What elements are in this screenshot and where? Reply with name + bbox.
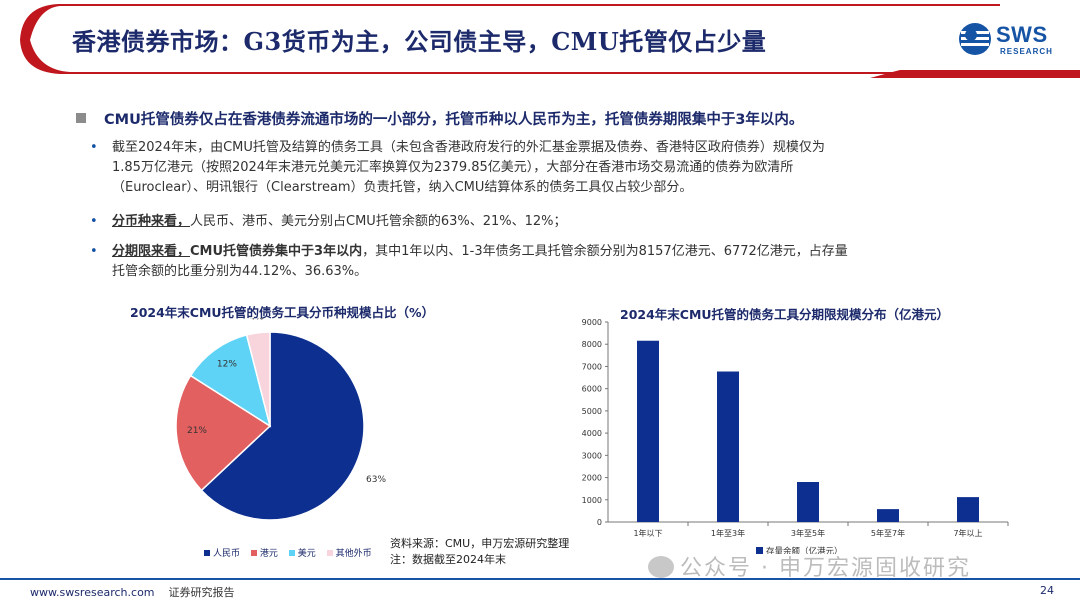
bullet-1-line-1: 截至2024年末，由CMU托管及结算的债务工具（未包含香港政府发行的外汇基金票据… <box>112 140 825 155</box>
bullet-item-1: • 截至2024年末，由CMU托管及结算的债务工具（未包含香港政府发行的外汇基金… <box>90 138 1032 198</box>
logo-subtext: RESEARCH <box>1000 47 1053 56</box>
dot-bullet-icon: • <box>90 214 98 229</box>
bullet-1-line-3: （Euroclear）、明讯银行（Clearstream）负责托管，纳入CMU结… <box>112 180 693 195</box>
bar-0 <box>637 340 659 522</box>
square-bullet-icon <box>76 113 86 123</box>
logo-text: SWS <box>996 22 1048 47</box>
footer-report-label: 证券研究报告 <box>168 586 235 599</box>
watermark: 公众号 · 申万宏源固收研究 <box>648 550 971 582</box>
pie-legend: 人民币 港元 美元 其他外币 <box>196 546 372 559</box>
x-tick-label-0: 1年以下 <box>633 528 662 538</box>
bullet-1-line-2: 1.85万亿港元（按照2024年末港元兑美元汇率换算仅为2379.85亿美元），… <box>112 160 794 175</box>
y-tick-label-9: 9000 <box>582 318 602 327</box>
legend-label-hkd: 港元 <box>259 549 278 559</box>
dot-bullet-icon: • <box>90 244 98 259</box>
x-tick-label-2: 3年至5年 <box>791 528 825 538</box>
pie-slice-3 <box>245 331 271 427</box>
pie-slice-1 <box>175 374 272 492</box>
pie-slice-2 <box>189 334 272 428</box>
dot-bullet-icon: • <box>90 140 98 155</box>
legend-swatch-usd <box>288 550 295 556</box>
legend-swatch-other <box>326 550 333 556</box>
y-tick-label-5: 5000 <box>582 407 602 416</box>
header-banner-shape <box>20 4 1080 78</box>
legend-swatch-rmb <box>204 550 210 556</box>
bar-2 <box>797 482 819 522</box>
y-tick-label-7: 7000 <box>582 362 602 371</box>
bar-legend-label: 存量余额（亿港元） <box>766 546 843 554</box>
bullet-2-text: 人民币、港币、美元分别占CMU托管余额的63%、21%、12%； <box>190 214 567 229</box>
legend-label-rmb: 人民币 <box>213 549 241 559</box>
bar-chart: 0 1000 2000 3000 4000 5000 6000 7000 8000 9000 1年以… <box>582 318 1009 554</box>
bar-legend-swatch <box>756 547 763 554</box>
pie-label-3: 4% <box>249 318 264 323</box>
sws-logo: SWS RESEARCH <box>958 20 1068 60</box>
page-title: 香港债券市场：G3货币为主，公司债主导，CMU托管仅占少量 <box>72 27 767 56</box>
pie-chart-title: 2024年末CMU托管的债务工具分币种规模占比（%） <box>130 305 435 320</box>
y-tick-label-4: 4000 <box>582 429 602 438</box>
slide-header: 香港债券市场：G3货币为主，公司债主导，CMU托管仅占少量 SWS RESEAR… <box>0 0 1080 78</box>
bullet-item-2: • 分币种来看，人民币、港币、美元分别占CMU托管余额的63%、21%、12%； <box>90 212 1032 232</box>
sws-globe-icon <box>959 23 991 55</box>
bullet-3-text: ，其中1年以内、1-3年债务工具托管余额分别为8157亿港元、6772亿港元，占… <box>362 244 848 259</box>
source-line: 资料来源：CMU，申万宏源研究整理 <box>390 537 570 550</box>
x-tick-label-3: 5年至7年 <box>871 528 905 538</box>
main-point-text: CMU托管债券仅占在香港债券流通市场的一小部分，托管币种以人民币为主，托管债券期… <box>104 112 804 128</box>
y-tick-label-8: 8000 <box>582 340 602 349</box>
pie-label-0: 63% <box>366 475 386 485</box>
pie-slice-0 <box>200 331 365 521</box>
legend-label-usd: 美元 <box>297 549 316 559</box>
watermark-text: 公众号 · 申万宏源固收研究 <box>680 556 971 581</box>
x-tick-label-1: 1年至3年 <box>711 528 745 538</box>
y-tick-label-1: 1000 <box>582 496 602 505</box>
page-number: 24 <box>1040 584 1054 597</box>
x-tick-label-4: 7年以上 <box>953 528 982 538</box>
pie-label-1: 21% <box>187 426 207 436</box>
bullet-3-heading: 分期限来看， <box>112 244 191 259</box>
legend-label-other: 其他外币 <box>335 549 372 559</box>
footer-divider <box>0 578 1080 580</box>
bar-chart-title: 2024年末CMU托管的债务工具分期限规模分布（亿港元） <box>620 307 950 322</box>
bar-4 <box>957 497 979 522</box>
pie-chart: 63% 21% 12% 4% <box>175 318 386 521</box>
y-tick-label-2: 2000 <box>582 474 602 483</box>
bullet-3-line-2: 托管余额的比重分别为44.12%、36.63%。 <box>112 264 368 279</box>
y-tick-label-0: 0 <box>597 518 602 527</box>
note-line: 注：数据截至2024年末 <box>390 553 506 566</box>
main-point: CMU托管债券仅占在香港债券流通市场的一小部分，托管币种以人民币为主，托管债券期… <box>76 108 1076 129</box>
footer-left: www.swsresearch.com 证券研究报告 <box>30 584 235 600</box>
y-tick-label-6: 6000 <box>582 385 602 394</box>
bullet-3-bold: CMU托管债券集中于3年以内 <box>190 244 363 259</box>
pie-label-2: 12% <box>217 360 237 370</box>
bar-3 <box>877 509 899 522</box>
source-notes: 资料来源：CMU，申万宏源研究整理 注：数据截至2024年末 <box>390 536 569 568</box>
y-tick-label-3: 3000 <box>582 451 602 460</box>
legend-swatch-hkd <box>250 550 257 556</box>
bullet-2-heading: 分币种来看， <box>112 214 191 229</box>
footer-url-link[interactable]: www.swsresearch.com <box>30 586 155 599</box>
wechat-icon <box>648 556 674 578</box>
bar-1 <box>717 371 739 522</box>
bullet-item-3: • 分期限来看，CMU托管债券集中于3年以内，其中1年以内、1-3年债务工具托管… <box>90 242 1032 282</box>
